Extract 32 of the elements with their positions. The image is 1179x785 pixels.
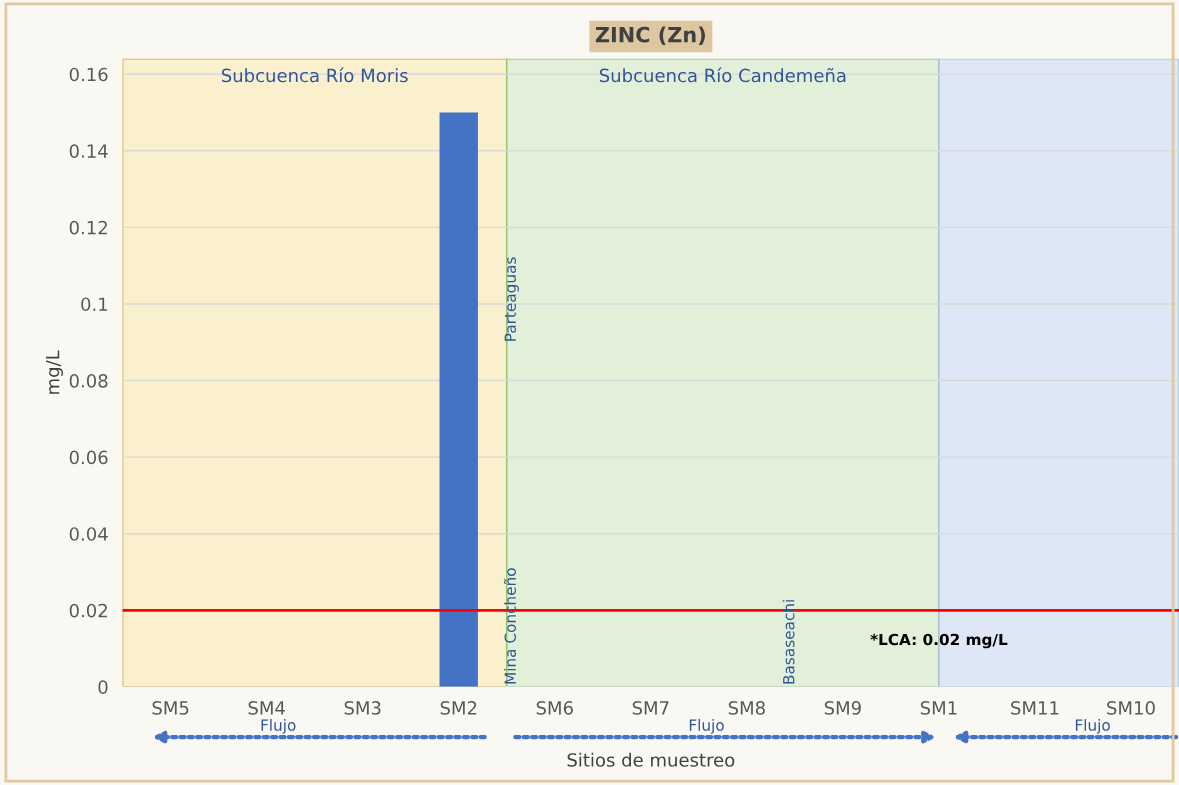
x-tick-label: SM5: [152, 701, 189, 715]
text: Flujo: [689, 719, 724, 734]
band-label: Subcuenca Río Moris: [221, 67, 408, 83]
x-tick-label: SM1: [920, 701, 957, 715]
ref-line-label: *LCA: 0.02 mg/L: [870, 633, 1008, 649]
x-tick-label: SM6: [536, 701, 573, 715]
y-tick-label: 0.1: [81, 297, 108, 312]
y-axis-title: mg/L: [46, 350, 63, 394]
band-label: Subcuenca Río Candemeña: [599, 67, 846, 83]
x-tick-label: SM4: [248, 701, 285, 715]
x-tick-label: SM7: [632, 701, 669, 715]
x-tick-label: SM2: [440, 701, 477, 715]
y-tick-label: 0.12: [69, 220, 107, 235]
text: Flujo: [261, 719, 296, 734]
annotation: Mina Concheño: [503, 568, 516, 684]
y-tick-label: 0.04: [69, 527, 108, 541]
x-axis-title: Sitios de muestreo: [567, 752, 735, 767]
x-tick-label: SM11: [1011, 701, 1059, 715]
y-tick-label: 0.16: [69, 67, 108, 82]
x-tick-label: SM10: [1107, 701, 1155, 715]
y-tick-label: 0.06: [69, 450, 108, 465]
x-tick-label: SM3: [344, 701, 381, 715]
annotation: Parteaguas: [504, 257, 519, 341]
x-tick-label: SM9: [824, 701, 861, 715]
annotation: Basaseachi: [782, 600, 795, 684]
y-tick-label: 0.14: [69, 144, 108, 158]
y-tick-label: 0: [98, 680, 108, 694]
x-tick-label: SM8: [728, 701, 765, 715]
chart-title: ZINC (Zn): [595, 26, 705, 45]
y-tick-label: 0.08: [69, 373, 108, 388]
y-tick-label: 0.02: [69, 603, 107, 618]
text: Flujo: [1075, 719, 1110, 734]
